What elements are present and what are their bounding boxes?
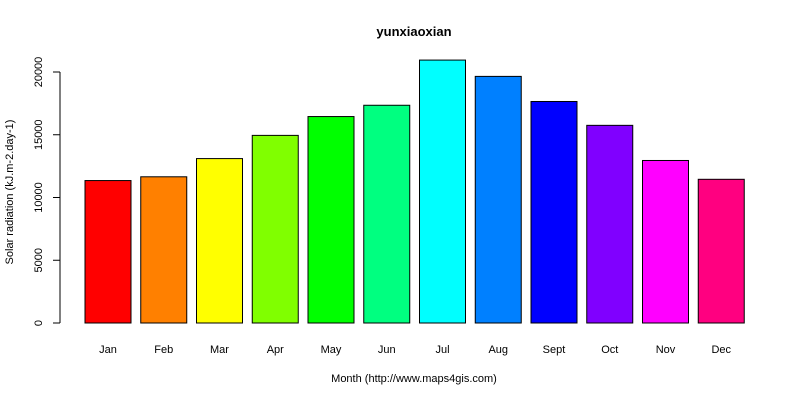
x-tick-label-apr: Apr [267,344,284,356]
x-tick-label-nov: Nov [656,344,676,356]
y-tick-label-15000: 15000 [33,119,45,150]
bar-aug [474,75,522,324]
y-axis-label: Solar radiation (kJ.m-2.day-1) [4,120,16,265]
bars-group [84,59,745,324]
bar-jun [363,104,411,324]
x-axis: Jan Feb Mar Apr May Jun Jul Aug Sept Oct Nov Dec [99,344,731,356]
x-tick-label-dec: Dec [711,344,731,356]
bar-feb [140,176,188,324]
bar-sept [530,100,578,324]
x-tick-label-jul: Jul [435,344,449,356]
bar-jul [419,59,466,324]
x-tick-label-sept: Sept [543,344,566,356]
bar-jan [84,180,132,324]
y-tick-label-20000: 20000 [33,57,45,88]
y-tick-label-5000: 5000 [33,248,45,272]
x-tick-label-jun: Jun [378,344,396,356]
bar-mar [196,158,243,324]
bar-apr [251,134,299,324]
bar-nov [642,159,689,324]
chart-title: yunxiaoxian [376,24,451,39]
x-tick-label-mar: Mar [210,344,229,356]
y-tick-label-0: 0 [33,320,45,326]
bar-may [307,116,355,324]
bar-oct [586,124,634,324]
x-tick-label-feb: Feb [154,344,173,356]
y-axis: 0 5000 10000 15000 20000 [33,57,61,326]
x-tick-label-may: May [321,344,342,356]
x-tick-label-jan: Jan [99,344,117,356]
x-tick-label-oct: Oct [601,344,618,356]
x-tick-label-aug: Aug [488,344,508,356]
x-axis-label: Month (http://www.maps4gis.com) [331,373,497,385]
bar-dec [697,178,745,324]
y-tick-label-10000: 10000 [33,182,45,213]
